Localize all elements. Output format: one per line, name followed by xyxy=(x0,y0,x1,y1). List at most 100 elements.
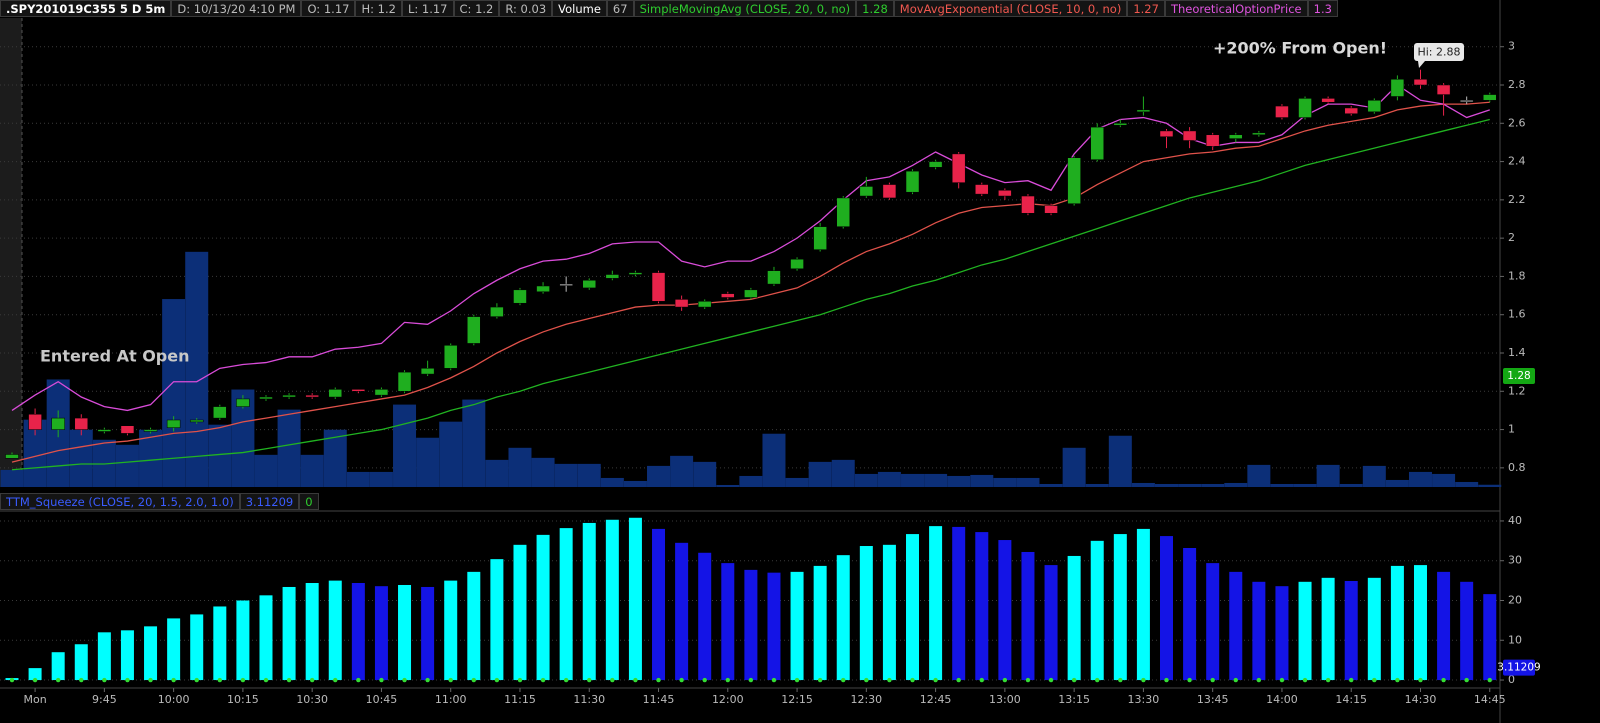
volume-bar xyxy=(1247,464,1271,487)
line-series xyxy=(11,84,1490,412)
histogram-bar xyxy=(444,580,458,681)
histogram-bar xyxy=(1183,548,1197,681)
field-value: 10/13/20 4:10 PM xyxy=(193,2,296,16)
histogram-bar xyxy=(421,586,435,681)
y-tick-label: 1.6 xyxy=(1508,308,1526,321)
squeeze-dot xyxy=(1048,677,1054,683)
volume-bar xyxy=(393,404,417,487)
candle-body xyxy=(1252,132,1266,136)
field-value: 0.03 xyxy=(520,2,547,16)
squeeze-dot xyxy=(1095,677,1100,683)
histogram-bar xyxy=(1206,563,1220,681)
y-tick-label: 10 xyxy=(1508,633,1522,646)
histogram-bar xyxy=(1344,581,1358,681)
candle-body xyxy=(1113,123,1128,126)
field-label: H: xyxy=(361,2,374,16)
histogram-bar xyxy=(906,534,920,681)
x-tick-label: Mon xyxy=(23,693,46,706)
volume-bar xyxy=(1062,447,1086,487)
histogram-bar xyxy=(398,584,412,681)
volume-bar xyxy=(1178,483,1202,487)
candle-body xyxy=(975,184,989,195)
candle-body xyxy=(582,280,596,289)
squeeze-dot xyxy=(563,677,569,683)
histogram-bar xyxy=(1252,581,1266,681)
candle-body xyxy=(166,419,181,428)
squeeze-dot xyxy=(1164,677,1169,683)
volume-bar xyxy=(1293,483,1317,487)
y-tick-label: 2.2 xyxy=(1508,193,1526,206)
squeeze-dot xyxy=(471,677,476,683)
candle-body xyxy=(721,293,735,298)
volume-bar xyxy=(1108,435,1132,487)
squeeze-dot xyxy=(1395,677,1400,683)
line-series xyxy=(11,118,1490,471)
volume-bar xyxy=(1385,479,1409,487)
histogram-bar xyxy=(1298,581,1312,681)
value-badge-label: 1.28 xyxy=(1507,370,1530,382)
volume-bar xyxy=(970,474,994,487)
candle-body xyxy=(882,184,897,199)
volume-bar xyxy=(462,399,486,487)
volume-bar xyxy=(1131,482,1155,487)
volume-bar xyxy=(115,444,139,487)
candle-body xyxy=(628,272,643,275)
field: D: 10/13/20 4:10 PM xyxy=(171,0,302,17)
squeeze-dot xyxy=(1372,677,1377,683)
histogram-bar xyxy=(836,555,850,681)
candle-body xyxy=(790,258,804,270)
volume-bar xyxy=(1362,465,1386,487)
candle-body xyxy=(1021,195,1035,214)
histogram-bar xyxy=(1413,565,1427,681)
histogram-bar xyxy=(721,563,735,681)
volume-bar xyxy=(323,429,347,487)
histogram-bar xyxy=(975,532,989,681)
premarket-shade xyxy=(0,18,22,487)
y-tick-label: 3 xyxy=(1508,40,1515,53)
y-tick-label: 1 xyxy=(1508,423,1515,436)
x-tick-label: 14:15 xyxy=(1335,693,1367,706)
squeeze-dot xyxy=(9,677,15,683)
squeeze-dot xyxy=(32,677,38,683)
histogram-bar xyxy=(351,583,365,681)
volume-bar xyxy=(439,421,463,487)
histogram-bar xyxy=(1437,571,1451,681)
candle-body xyxy=(1483,94,1497,101)
squeeze-dot xyxy=(817,677,823,683)
x-tick-label: 9:45 xyxy=(92,693,117,706)
histogram-bar xyxy=(51,652,65,681)
volume-bar xyxy=(162,299,186,487)
histogram-bar xyxy=(328,580,342,681)
candle-body xyxy=(1344,107,1358,114)
volume-bar xyxy=(346,471,370,487)
squeeze-dot xyxy=(1187,677,1192,683)
histogram-bar xyxy=(813,565,827,681)
squeeze-dot xyxy=(1441,677,1446,683)
legend-entry: TheoreticalOptionPrice xyxy=(1164,0,1308,17)
squeeze-dot xyxy=(79,677,84,683)
candle-body xyxy=(467,316,481,344)
squeeze-dot xyxy=(171,677,176,683)
squeeze-dot xyxy=(771,677,777,683)
candle-body xyxy=(120,425,135,434)
candle-body xyxy=(951,153,966,183)
squeeze-dot xyxy=(263,677,269,683)
field-value: 1.17 xyxy=(323,2,350,16)
y-tick-label: 1.4 xyxy=(1508,346,1526,359)
candle-body xyxy=(51,417,65,430)
candle-body xyxy=(490,306,504,317)
squeeze-dot xyxy=(610,677,615,683)
squeeze-dot xyxy=(540,677,546,683)
volume-bar xyxy=(993,477,1017,487)
field: R: 0.03 xyxy=(499,0,553,17)
histogram-bar xyxy=(652,528,666,681)
candle-body xyxy=(1298,98,1312,118)
histogram-bar xyxy=(952,526,966,681)
volume-bar xyxy=(69,429,93,487)
annotation: Entered At Open xyxy=(40,347,189,366)
squeeze-dot xyxy=(148,677,153,683)
legend-entry: Volume xyxy=(552,0,607,17)
squeeze-dot xyxy=(194,677,199,683)
legend-value: 0 xyxy=(299,493,319,510)
y-tick-label: 1.2 xyxy=(1508,384,1526,397)
